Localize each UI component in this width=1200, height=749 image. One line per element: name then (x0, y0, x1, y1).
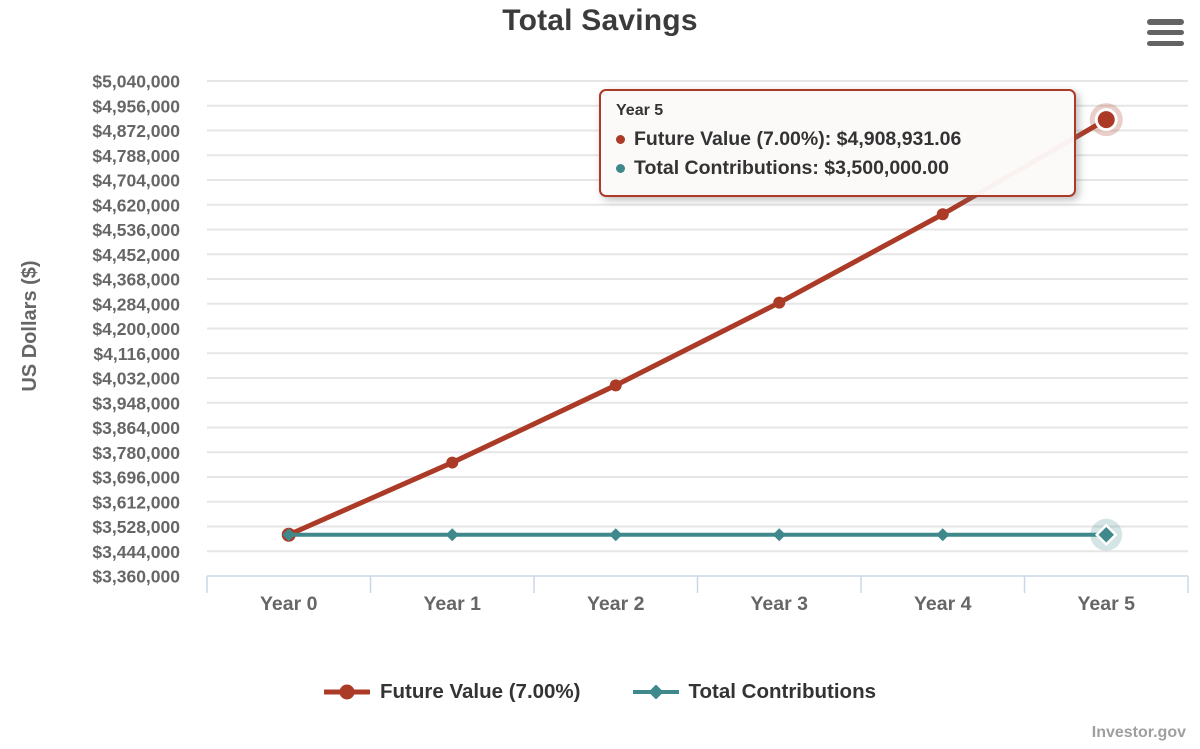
y-axis-tick-label: $3,360,000 (92, 567, 180, 587)
diamond-marker-icon (632, 684, 679, 700)
y-axis-tick-label: $4,452,000 (92, 245, 180, 265)
chart-legend: Future Value (7.00%) Total Contributions (0, 680, 1200, 704)
x-axis: Year 0 Year 1 Year 2 Year 3 Year 4 Year 5 (206, 575, 1189, 615)
data-point-marker[interactable] (936, 208, 949, 221)
y-axis-tick-label: $4,536,000 (92, 220, 180, 240)
y-axis-tick-label: $5,040,000 (92, 72, 180, 92)
y-axis-tick-label: $4,368,000 (92, 270, 180, 290)
data-point-marker[interactable] (1097, 111, 1115, 129)
tooltip-series-bullet-icon (616, 164, 625, 173)
tooltip-title: Year 5 (616, 102, 664, 119)
data-point-marker[interactable] (773, 296, 786, 309)
x-axis-tick-label: Year 1 (424, 593, 482, 615)
y-axis-tick-label: $3,948,000 (92, 393, 180, 413)
y-axis-tick-label: $4,200,000 (92, 319, 180, 339)
page-title: Total Savings (502, 4, 698, 37)
y-axis-labels: $5,040,000 $4,956,000 $4,872,000 $4,788,000… (92, 72, 180, 587)
y-axis-tick-label: $3,780,000 (92, 443, 180, 463)
chart-plot-area: $5,040,000 $4,956,000 $4,872,000 $4,788,000… (92, 72, 1189, 615)
hamburger-bar (1147, 40, 1184, 46)
data-point-marker[interactable] (446, 456, 459, 469)
x-axis-tick-label: Year 0 (260, 593, 318, 615)
y-axis-tick-label: $4,788,000 (92, 146, 180, 166)
tooltip-rows: Future Value (7.00%): $4,908,931.06 Total… (616, 125, 1059, 183)
y-axis-tick-label: $4,032,000 (92, 369, 180, 389)
y-axis-tick-label: $3,528,000 (92, 517, 180, 537)
data-point-marker[interactable] (936, 528, 950, 542)
watermark-investor-gov: Investor.gov (1091, 724, 1186, 741)
data-point-marker[interactable] (609, 379, 622, 392)
series-future-value (281, 103, 1123, 542)
circle-marker-icon (323, 684, 370, 700)
hamburger-menu-icon[interactable] (1147, 19, 1184, 46)
legend-item-total-contributions[interactable]: Total Contributions (632, 680, 877, 704)
x-axis-tick-label: Year 5 (1078, 593, 1136, 615)
y-axis-tick-label: $3,864,000 (92, 418, 180, 438)
data-point-marker[interactable] (282, 528, 296, 542)
series-total-contributions (282, 518, 1123, 551)
data-point-marker[interactable] (772, 528, 786, 542)
y-axis-tick-label: $4,284,000 (92, 294, 180, 314)
data-point-marker[interactable] (1094, 523, 1118, 547)
tooltip-item: Total Contributions: $3,500,000.00 (616, 154, 1059, 183)
tooltip-item-text: Total Contributions: $3,500,000.00 (634, 157, 949, 179)
legend-item-future-value[interactable]: Future Value (7.00%) (323, 680, 581, 704)
x-axis-tick-label: Year 4 (914, 593, 972, 615)
x-axis-tick-label: Year 2 (587, 593, 645, 615)
tooltip-series-bullet-icon (616, 135, 625, 144)
y-axis-tick-label: $3,444,000 (92, 542, 180, 562)
x-axis-tick-label: Year 3 (751, 593, 809, 615)
series-line (286, 117, 1109, 538)
tooltip-item: Future Value (7.00%): $4,908,931.06 (616, 125, 1059, 154)
legend-item-label: Total Contributions (688, 680, 877, 703)
y-axis-tick-label: $4,116,000 (93, 344, 180, 364)
y-axis-tick-label: $3,612,000 (92, 492, 180, 512)
y-axis-tick-label: $4,872,000 (92, 121, 180, 141)
hamburger-bar (1147, 19, 1184, 25)
chart-tooltip: Year 5 Future Value (7.00%): $4,908,931.… (599, 89, 1076, 197)
y-axis-tick-label: $3,696,000 (92, 468, 180, 488)
y-axis-tick-label: $4,956,000 (92, 96, 180, 116)
gridlines (207, 80, 1188, 553)
data-point-marker[interactable] (609, 528, 623, 542)
hamburger-bar (1147, 29, 1184, 36)
data-point-marker[interactable] (445, 528, 459, 542)
y-axis-tick-label: $4,620,000 (92, 195, 180, 215)
tooltip-item-text: Future Value (7.00%): $4,908,931.06 (634, 128, 962, 150)
y-axis-tick-label: $4,704,000 (92, 171, 180, 191)
y-axis-title: US Dollars ($) (19, 260, 41, 392)
legend-item-label: Future Value (7.00%) (379, 680, 581, 703)
